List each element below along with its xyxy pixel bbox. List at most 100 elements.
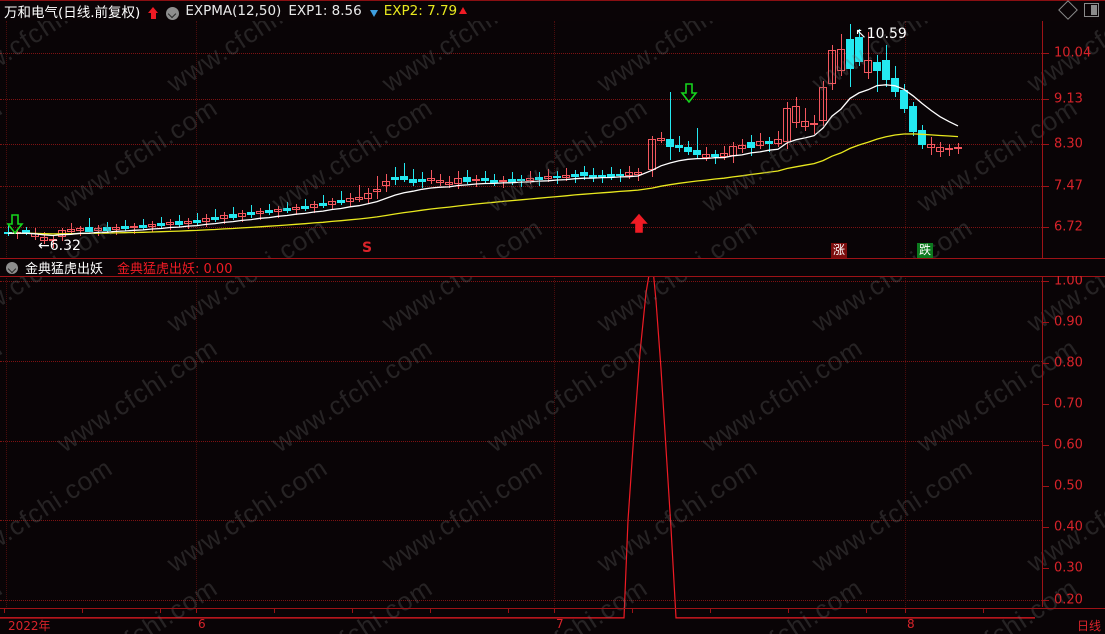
indicator-axis-label: 0.50 (1054, 478, 1083, 494)
price-chart-panel[interactable] (0, 21, 1042, 261)
candle-body (364, 193, 372, 199)
candle-body (553, 175, 561, 178)
candle-wick (602, 170, 603, 183)
candle-body (454, 177, 462, 185)
candle-body (765, 141, 773, 145)
candle-body (463, 176, 471, 182)
indicator-axis-tick (1042, 600, 1049, 601)
candle-body (283, 208, 291, 212)
date-axis-tick (554, 608, 555, 613)
date-axis-label: 6 (198, 617, 206, 631)
indicator-axis-label: 0.90 (1054, 314, 1083, 330)
candle-body (774, 138, 782, 145)
price-axis-label: 7.47 (1054, 178, 1083, 194)
candle-body (927, 144, 935, 149)
date-axis-tick (352, 608, 353, 613)
price-axis-label: 8.30 (1054, 136, 1083, 152)
indicator-title[interactable]: 金典猛虎出妖 (25, 262, 104, 277)
candle-body (94, 228, 102, 232)
candle-body (837, 48, 845, 71)
candle-body (738, 145, 746, 150)
indicator-chart-panel[interactable] (0, 268, 1042, 619)
candle-body (909, 106, 917, 132)
indicator-axis-tick (1042, 486, 1049, 487)
candle-body (292, 207, 300, 211)
price-axis-tick (1042, 144, 1049, 145)
indicator-gridline (0, 600, 1042, 601)
candle-body (130, 225, 138, 229)
candle-body (220, 215, 228, 219)
candle-body (193, 219, 201, 223)
indicator-axis-tick (1042, 404, 1049, 405)
candle-body (49, 238, 57, 241)
date-axis-line (0, 608, 1105, 609)
candle-body (828, 49, 836, 85)
candle-body (31, 233, 39, 238)
diamond-icon[interactable] (1058, 0, 1078, 20)
candle-body (499, 179, 507, 182)
candle-wick (341, 191, 342, 205)
indicator-axis-label: 0.40 (1054, 519, 1083, 535)
arrow-up-red-icon (148, 7, 159, 19)
candle-body (472, 178, 480, 181)
indicator-axis-tick (1042, 363, 1049, 364)
expma-indicator-label[interactable]: EXPMA(12,50) (185, 3, 282, 19)
period-label[interactable]: 日线 (1076, 619, 1101, 633)
candle-body (607, 173, 615, 177)
candle-body (855, 37, 863, 63)
date-axis-tick (710, 608, 711, 613)
candle-body (675, 145, 683, 149)
price-axis-label: 6.72 (1054, 219, 1083, 235)
chevron-down-circle-icon[interactable] (6, 261, 18, 274)
candle-body (625, 172, 633, 176)
candle-wick (377, 175, 378, 199)
candle-body (954, 147, 962, 150)
candle-wick (251, 204, 252, 218)
candle-body (166, 221, 174, 225)
candle-body (355, 196, 363, 200)
candle-body (508, 178, 516, 182)
candle-body (846, 39, 854, 69)
candle-body (184, 220, 192, 224)
sell-arrow-green-mid (680, 83, 698, 108)
candle-body (103, 227, 111, 232)
candle-body (85, 227, 93, 233)
date-axis-tick (160, 608, 161, 613)
chart-header: 万和电气(日线.前复权) EXPMA(12,50) EXP1: 8.56 EXP… (0, 0, 1105, 21)
candle-body (571, 173, 579, 177)
date-axis-tick (866, 608, 867, 613)
chevron-down-circle-icon[interactable] (166, 6, 180, 20)
date-gridline (905, 276, 906, 607)
candle-body (40, 237, 48, 242)
candle-body (756, 141, 764, 147)
arrow-down-icon (369, 9, 378, 17)
candle-body (328, 200, 336, 205)
candle-body (76, 228, 84, 232)
candle-body (589, 174, 597, 178)
price-axis-tick (1042, 227, 1049, 228)
indicator-axis-tick (1042, 568, 1049, 569)
price-gridline (0, 227, 1042, 228)
candle-body (657, 137, 665, 142)
candle-body (666, 138, 674, 148)
candle-wick (575, 170, 576, 183)
panel-layout-icon[interactable] (1084, 3, 1099, 17)
candle-body (783, 107, 791, 143)
candle-body (792, 106, 800, 124)
exp2-value-label: EXP2: 7.79 (383, 3, 458, 19)
candle-body (873, 62, 881, 71)
candle-body (400, 175, 408, 180)
candle-body (139, 224, 147, 229)
indicator-axis-label: 1.00 (1054, 273, 1083, 289)
price-gridline (0, 144, 1042, 145)
candle-body (711, 153, 719, 157)
candle-wick (670, 91, 671, 160)
candle-body (544, 175, 552, 179)
candle-body (616, 173, 624, 176)
price-gridline (0, 99, 1042, 100)
indicator-axis-tick (1042, 445, 1049, 446)
candle-body (274, 209, 282, 213)
y-axis-line (1042, 21, 1043, 607)
candle-body (310, 203, 318, 209)
indicator-gridline (0, 281, 1042, 282)
